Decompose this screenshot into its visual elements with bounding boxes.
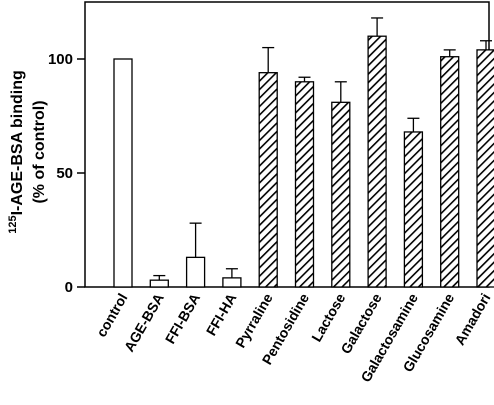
bar [403,131,424,288]
bar [113,58,133,288]
y-tick-label: 0 [65,279,73,296]
x-tick-label: Lactose [308,290,348,344]
y-axis-title-sup: 125 [7,215,19,233]
y-axis-subtitle: (% of control) [31,100,48,203]
bar [258,72,278,288]
plot-frame [84,1,490,288]
bar [185,256,206,288]
svg-text:125I-AGE-BSA binding: 125I-AGE-BSA binding [7,70,26,234]
y-tick-label: 50 [56,165,73,182]
bar [476,49,494,288]
y-axis: 0 50 100 [48,51,85,296]
bar [149,279,169,288]
bar [222,277,242,288]
x-tick-label: FFI-HA [203,291,240,339]
bar [367,35,387,288]
bar [294,81,315,288]
x-tick-label: FFI-BSA [162,291,203,347]
y-tick-label: 100 [48,51,73,68]
x-tick-label: control [93,291,131,340]
y-axis-title-text: I-AGE-BSA binding [9,70,26,215]
y-axis-title: 125I-AGE-BSA binding [7,70,26,234]
bar [440,56,460,288]
x-tick-label: Amadori [451,291,493,348]
bar [331,101,351,288]
bar-series [113,17,494,288]
